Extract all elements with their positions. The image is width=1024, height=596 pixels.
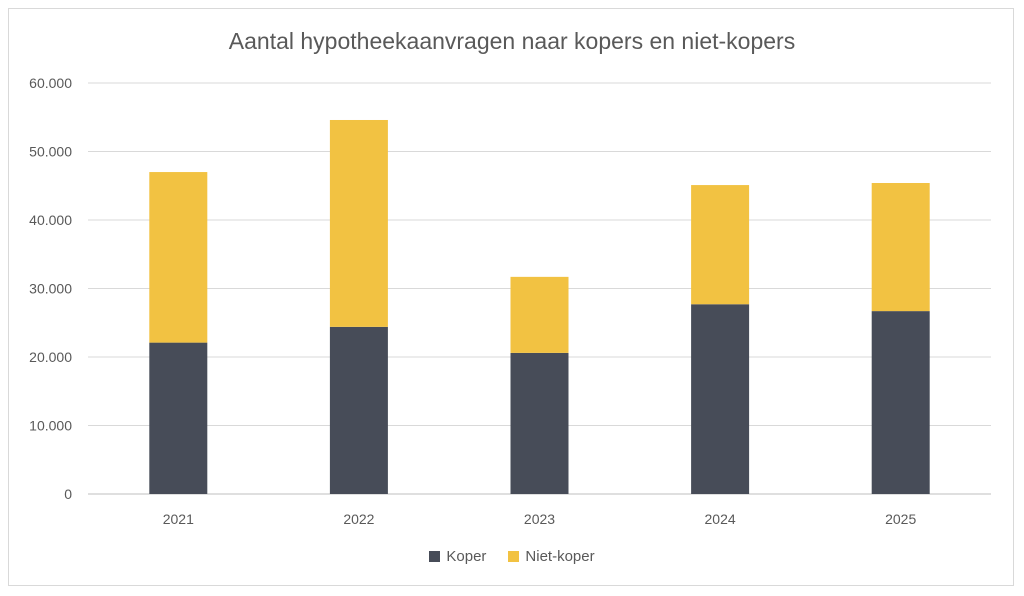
chart-title: Aantal hypotheekaanvragen naar kopers en… (228, 28, 796, 54)
x-tick-label: 2021 (163, 511, 194, 527)
bar-niet-koper (871, 183, 930, 312)
y-tick-label: 60.000 (29, 75, 72, 91)
legend-label-koper: Koper (446, 548, 487, 565)
legend-item-niet-koper: Niet-koper (508, 548, 595, 565)
y-tick-label: 10.000 (29, 418, 72, 434)
legend-label-niet-koper: Niet-koper (525, 548, 595, 565)
x-tick-label: 2022 (343, 511, 374, 527)
legend: Koper Niet-koper (0, 548, 1024, 565)
bar-niet-koper (510, 276, 569, 353)
legend-swatch-niet-koper (508, 551, 520, 562)
legend-swatch-koper (429, 551, 441, 562)
y-tick-label: 40.000 (29, 212, 72, 228)
bar-koper (329, 326, 388, 494)
bar-niet-koper (691, 185, 750, 305)
x-tick-label: 2025 (885, 511, 916, 527)
y-tick-label: 30.000 (29, 281, 72, 297)
x-tick-label: 2024 (705, 511, 736, 527)
y-tick-label: 50.000 (29, 144, 72, 160)
y-tick-label: 20.000 (29, 349, 72, 365)
x-tick-label: 2023 (524, 511, 555, 527)
y-tick-label: 0 (64, 486, 72, 502)
bar-niet-koper (329, 119, 388, 327)
bar-koper (871, 311, 930, 494)
bar-koper (149, 342, 208, 494)
legend-item-koper: Koper (429, 548, 486, 565)
bar-koper (691, 304, 750, 494)
bar-koper (510, 352, 569, 494)
bar-niet-koper (149, 172, 208, 343)
